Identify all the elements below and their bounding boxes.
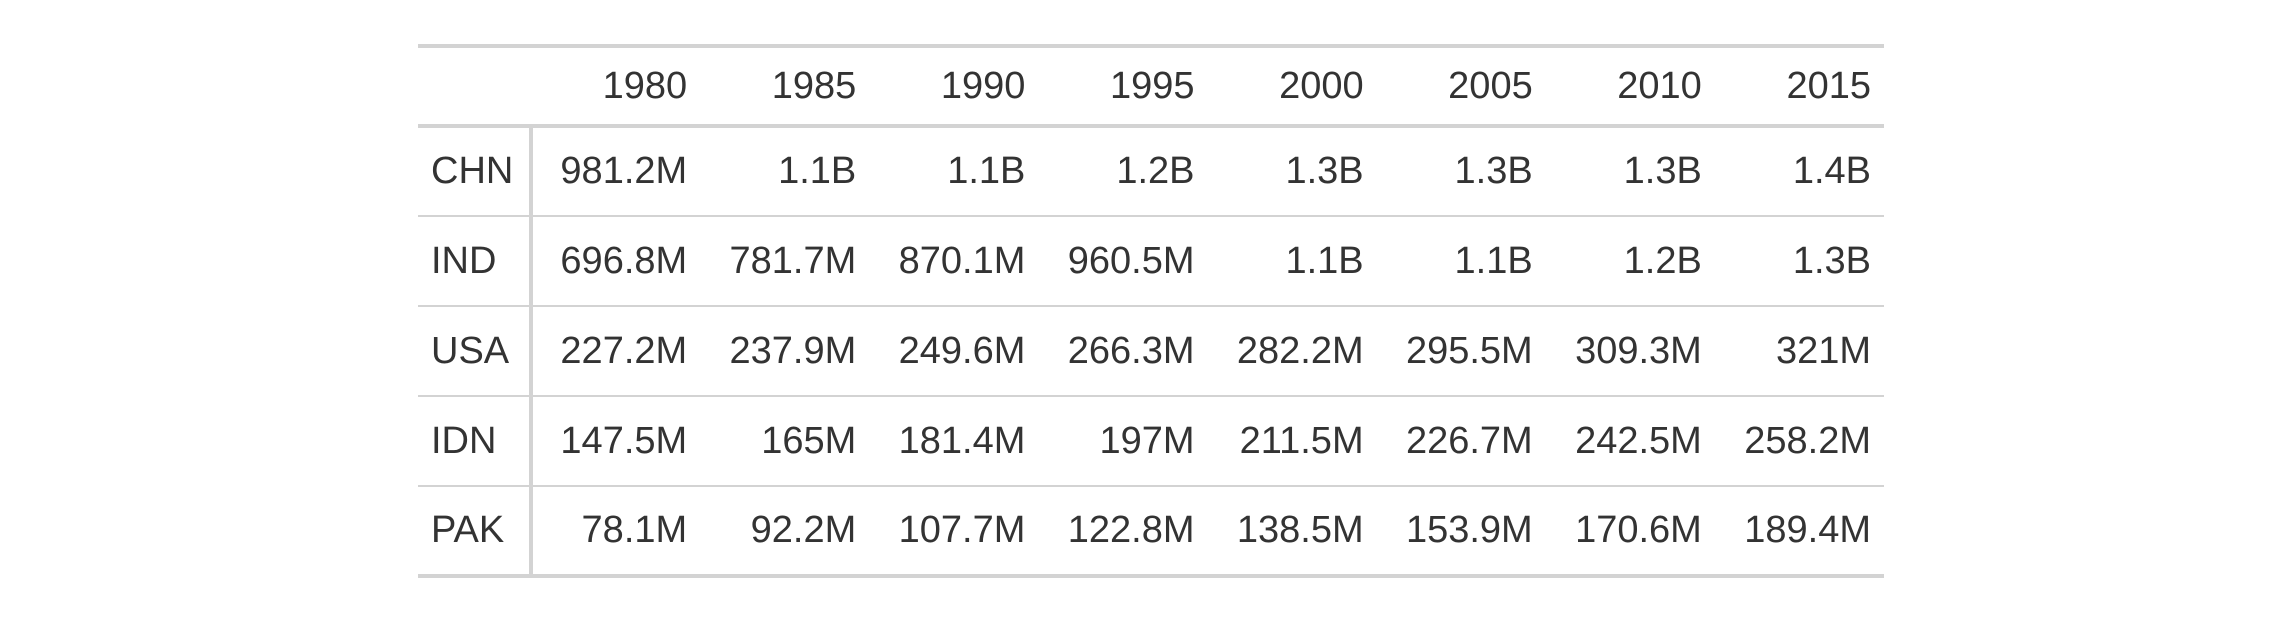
table-row: PAK 78.1M 92.2M 107.7M 122.8M 138.5M 153… [418,486,1884,576]
column-header-year: 2015 [1786,64,1871,107]
table-cell: 1.3B [1285,150,1364,192]
table-cell: 1.1B [778,150,857,192]
table-cell: 197M [1099,419,1195,462]
table-row: CHN 981.2M 1.1B 1.1B 1.2B 1.3B 1.3B 1.3B… [418,126,1884,216]
table-cell: 870.1M [898,239,1026,282]
table-cell: 249.6M [898,329,1026,372]
table-cell: 321M [1775,329,1871,372]
row-label-country: USA [418,306,534,396]
population-table: 1980 1985 1990 1995 2000 2005 2010 2015 … [418,44,1884,578]
row-label-country: IND [418,216,534,306]
column-header-year: 2000 [1279,64,1364,107]
table-cell: 170.6M [1575,509,1702,551]
table-cell: 147.5M [560,419,688,462]
table-cell: 1.2B [1623,239,1702,282]
row-label-country: IDN [418,396,534,486]
column-header-year: 1980 [602,64,688,107]
table-row: USA 227.2M 237.9M 249.6M 266.3M 282.2M 2… [418,306,1884,396]
column-header-year: 1985 [771,64,857,107]
table-cell: 189.4M [1744,509,1871,551]
column-header-year: 1995 [1109,64,1195,107]
stub-header [418,46,531,126]
table-cell: 78.1M [581,509,688,551]
table-cell: 92.2M [750,509,857,551]
table-cell: 226.7M [1405,419,1533,462]
table-cell: 1.1B [1285,239,1364,282]
table-cell: 1.1B [947,150,1026,192]
table-cell: 266.3M [1067,329,1195,372]
table-row: IDN 147.5M 165M 181.4M 197M 211.5M 226.7… [418,396,1884,486]
table-header: 1980 1985 1990 1995 2000 2005 2010 2015 [418,46,1884,126]
table-cell: 960.5M [1067,239,1195,282]
table-cell: 282.2M [1236,329,1364,372]
table-cell: 211.5M [1239,419,1364,462]
table-cell: 1.3B [1454,150,1533,192]
table-cell: 1.3B [1792,239,1871,282]
table-cell: 138.5M [1236,509,1364,551]
table-cell: 227.2M [560,329,688,372]
table-cell: 1.3B [1623,150,1702,192]
table-cell: 107.7M [898,509,1026,551]
table-cell: 258.2M [1744,419,1871,462]
table-cell: 696.8M [560,239,688,282]
table-cell: 1.1B [1454,239,1533,282]
column-header-year: 2005 [1448,64,1533,107]
table-cell: 122.8M [1067,509,1195,551]
table-cell: 781.7M [729,239,857,282]
population-table-container: 1980 1985 1990 1995 2000 2005 2010 2015 … [418,44,1884,578]
column-header-year: 1990 [940,64,1026,107]
table-cell: 237.9M [729,329,857,372]
table-cell: 153.9M [1405,509,1533,551]
row-label-country: PAK [418,486,534,576]
table-body: CHN 981.2M 1.1B 1.1B 1.2B 1.3B 1.3B 1.3B… [418,126,1884,576]
table-cell: 165M [761,419,857,462]
table-cell: 309.3M [1575,329,1702,372]
table-cell: 1.2B [1116,150,1195,192]
table-cell: 295.5M [1405,329,1533,372]
table-cell: 242.5M [1575,419,1702,462]
row-label-country: CHN [418,126,534,216]
table-cell: 1.4B [1792,150,1871,192]
table-row: IND 696.8M 781.7M 870.1M 960.5M 1.1B 1.1… [418,216,1884,306]
column-header-year: 2010 [1617,64,1702,107]
table-cell: 181.4M [898,419,1026,462]
table-cell: 981.2M [560,150,688,192]
header-row: 1980 1985 1990 1995 2000 2005 2010 2015 [418,46,1884,126]
